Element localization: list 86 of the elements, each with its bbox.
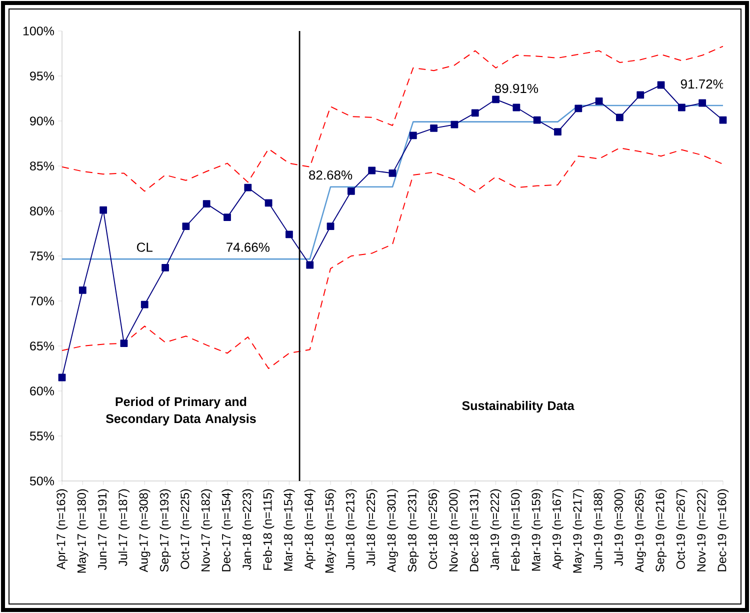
annotation: 74.66%: [226, 242, 270, 252]
point: [616, 114, 624, 122]
x-tick-label: Mar-19 (n=159): [532, 489, 543, 571]
x-tick-label: Feb-18 (n=115): [262, 489, 274, 570]
x-tick-label: Mar-18 (n=154): [284, 489, 295, 571]
line-series: [62, 147, 723, 369]
x-tick-label: Jul-17 (n=187): [118, 489, 130, 566]
point: [430, 124, 438, 132]
annotation: 91.72%: [680, 79, 724, 89]
annotation: 82.68%: [309, 170, 352, 180]
point: [533, 116, 541, 124]
y-tick-label: 70%: [30, 296, 54, 306]
x-tick-label: Apr-19 (n=167): [552, 489, 564, 570]
y-tick-label: 100%: [23, 26, 54, 36]
point: [595, 97, 603, 105]
x-tick-label: Nov-17 (n=182): [201, 489, 212, 572]
x-tick-label: Jul-19 (n=300): [614, 489, 626, 566]
y-tick-label: 50%: [30, 476, 54, 486]
point: [347, 187, 355, 195]
x-tick-label: Sep-19 (n=216): [655, 489, 667, 572]
annotation: CL: [136, 242, 153, 252]
point: [719, 116, 727, 124]
y-tick-label: 90%: [30, 116, 54, 126]
x-tick-label: Apr-18 (n=164): [304, 489, 316, 570]
annotation: 89.91%: [494, 84, 538, 94]
y-tick-label: 55%: [30, 432, 54, 440]
y-tick-label: 80%: [30, 206, 54, 216]
x-tick-label: Apr-17 (n=163): [56, 489, 68, 570]
point: [58, 374, 66, 382]
x-tick-label: Feb-19 (n=150): [510, 489, 522, 571]
x-tick-label: Jun-17 (n=191): [98, 489, 109, 570]
point: [326, 222, 334, 230]
x-tick-label: Sep-17 (n=193): [160, 489, 171, 572]
x-tick-label: Aug-18 (n=301): [386, 489, 398, 572]
point: [264, 199, 272, 207]
x-tick-label: Jun-19 (n=188): [593, 489, 605, 570]
x-tick-label: Jan-19 (n=222): [490, 489, 502, 570]
x-tick-label: Jun-18 (n=213): [346, 489, 357, 570]
point: [140, 300, 148, 308]
point: [657, 81, 665, 89]
point: [471, 109, 479, 117]
x-tick-label: May-17 (n=180): [77, 489, 88, 573]
point: [78, 286, 86, 294]
x-tick-label: Oct-19 (n=267): [676, 489, 688, 569]
x-tick-label: Aug-17 (n=308): [139, 489, 150, 572]
annotation: Sustainability Data: [462, 400, 574, 413]
point: [492, 96, 500, 104]
point: [574, 104, 582, 112]
y-tick-label: 85%: [30, 162, 54, 170]
y-tick-label: 75%: [30, 252, 54, 260]
point: [636, 91, 644, 99]
point: [388, 169, 396, 177]
x-tick-label: Dec-17 (n=154): [222, 489, 233, 572]
point: [678, 104, 686, 112]
point: [286, 230, 293, 238]
x-tick-label: Sep-18 (n=231): [408, 489, 419, 572]
point: [120, 340, 128, 347]
point: [698, 99, 706, 107]
point: [244, 184, 252, 192]
point: [368, 166, 376, 174]
point: [450, 120, 458, 128]
y-tick-label: 60%: [30, 386, 54, 396]
x-tick-label: Aug-19 (n=265): [634, 489, 646, 572]
point: [182, 222, 190, 230]
line-series: [62, 46, 723, 192]
x-tick-label: Nov-19 (n=222): [696, 489, 708, 572]
x-tick-label: Oct-17 (n=225): [180, 489, 192, 569]
x-tick-label: Jan-18 (n=223): [242, 489, 254, 570]
x-tick-label: Jul-18 (n=225): [366, 489, 378, 566]
x-tick-label: Dec-19 (n=160): [717, 489, 729, 572]
point: [512, 104, 520, 112]
point: [162, 264, 169, 272]
point: [306, 261, 314, 269]
y-tick-label: 65%: [30, 342, 54, 350]
x-tick-label: Dec-18 (n=131): [470, 489, 481, 572]
point: [554, 128, 562, 136]
point: [100, 206, 108, 214]
y-tick-label: 95%: [30, 72, 54, 80]
point: [409, 132, 417, 140]
point: [224, 214, 231, 221]
annotation: Period of Primary and Secondary Data Analysis: [106, 396, 256, 426]
x-tick-label: May-19 (n=217): [572, 489, 584, 573]
x-tick-label: May-18 (n=156): [324, 489, 336, 573]
x-tick-label: Oct-18 (n=256): [428, 489, 440, 569]
x-tick-label: Nov-18 (n=200): [448, 489, 460, 572]
point: [202, 200, 210, 208]
